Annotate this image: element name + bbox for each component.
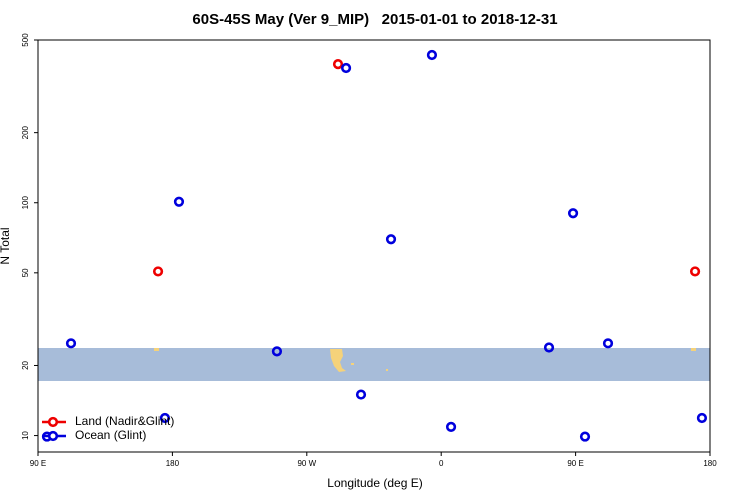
- point: [689, 266, 701, 277]
- point: [602, 338, 614, 349]
- x-tick-label: 90 W: [297, 459, 316, 468]
- map-strip: [38, 348, 710, 381]
- land: [691, 348, 696, 351]
- y-tick-label: 100: [21, 196, 30, 210]
- y-tick-label: 20: [21, 360, 30, 369]
- point: [567, 208, 579, 219]
- point: [152, 266, 164, 277]
- point: [426, 49, 438, 61]
- x-tick-label: 90 E: [567, 459, 583, 468]
- point: [340, 62, 352, 74]
- x-tick-label: 90 E: [30, 459, 46, 468]
- point: [271, 346, 283, 357]
- ocean-band: [38, 348, 710, 381]
- plot-frame: [37, 39, 711, 453]
- point: [543, 342, 555, 353]
- legend-label: Land (Nadir&Glint): [75, 414, 174, 428]
- land: [351, 363, 354, 365]
- legend-marker: [47, 416, 59, 428]
- legend-label: Ocean (Glint): [75, 428, 146, 442]
- x-tick-label: 180: [166, 459, 180, 468]
- x-axis-label: Longitude (deg E): [327, 476, 422, 490]
- y-tick-label: 50: [21, 268, 30, 277]
- x-tick-label: 180: [703, 459, 717, 468]
- point: [332, 58, 344, 70]
- point: [579, 431, 591, 442]
- legend-marker: [47, 430, 59, 442]
- chart-title: 60S-45S May (Ver 9_MIP) 2015-01-01 to 20…: [192, 11, 557, 28]
- point: [385, 234, 397, 245]
- point: [159, 412, 171, 424]
- y-tick-label: 500: [21, 33, 30, 47]
- y-axis-label: N Total: [0, 227, 12, 264]
- point: [173, 196, 185, 207]
- y-tick-label: 200: [21, 125, 30, 139]
- point: [355, 389, 367, 400]
- land: [330, 349, 346, 372]
- point: [696, 412, 708, 424]
- y-tick-label: 10: [21, 431, 30, 440]
- point: [445, 421, 457, 432]
- point: [65, 338, 77, 349]
- land: [386, 369, 388, 371]
- land: [154, 348, 159, 351]
- x-tick-label: 0: [439, 459, 444, 468]
